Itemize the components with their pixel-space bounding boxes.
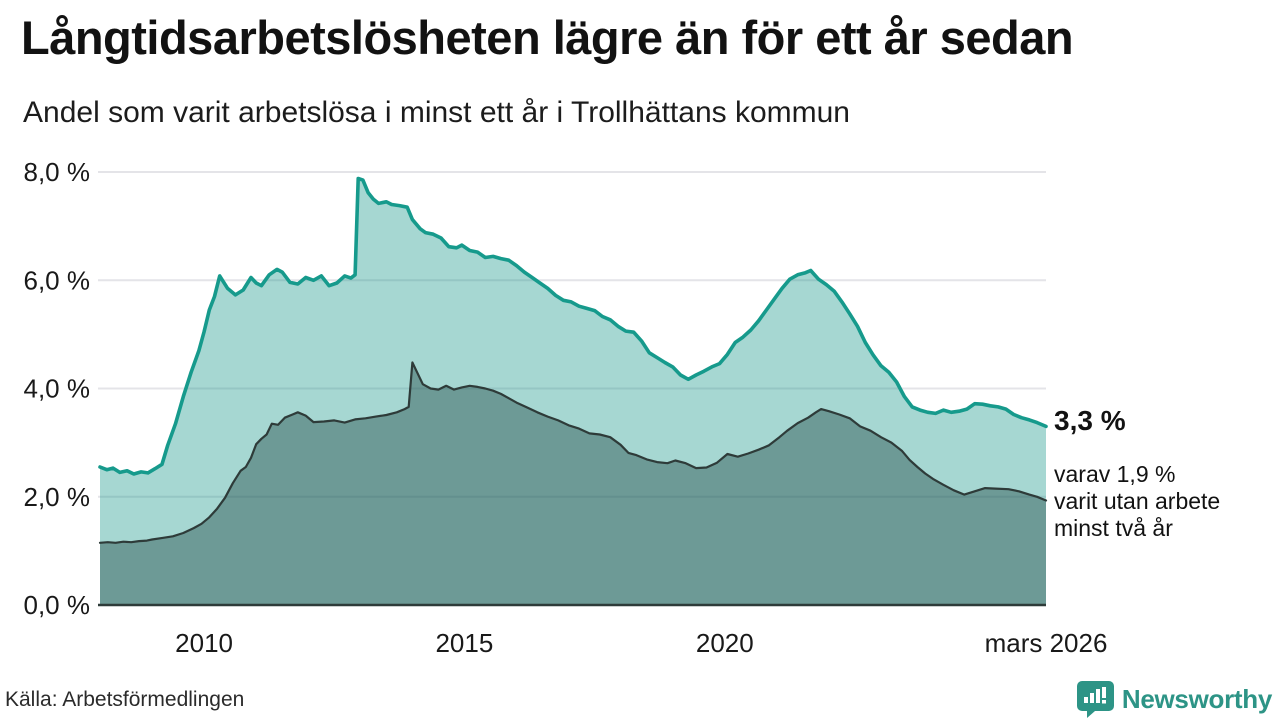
x-axis-tick-label: 2010: [175, 628, 233, 658]
latest-value-annotation: 3,3 % varav 1,9 % varit utan arbete mins…: [1054, 405, 1274, 542]
y-axis-tick-label: 6,0 %: [24, 265, 91, 295]
annotation-line-3: minst två år: [1054, 514, 1173, 541]
source-credit: Källa: Arbetsförmedlingen: [5, 688, 245, 711]
chart-subtitle: Andel som varit arbetslösa i minst ett å…: [23, 96, 850, 129]
annotation-line-1: varav 1,9 %: [1054, 460, 1176, 487]
y-axis-tick-label: 8,0 %: [24, 157, 91, 187]
x-axis-tick-label: 2020: [696, 628, 754, 658]
series-area-1: [100, 178, 1046, 605]
latest-total-value: 3,3 %: [1054, 405, 1126, 436]
y-axis-tick-label: 4,0 %: [24, 374, 91, 404]
series-line-2: [98, 361, 1048, 544]
annotation-line-2: varit utan arbete: [1054, 487, 1221, 514]
series-area-2: [100, 362, 1046, 605]
y-axis-tick-label: 2,0 %: [24, 482, 91, 512]
chart-title: Långtidsarbetslösheten lägre än för ett …: [21, 11, 1074, 64]
newsworthy-wordmark: Newsworthy: [1121, 683, 1272, 714]
y-axis-tick-label: 0,0 %: [24, 590, 91, 620]
newsworthy-brand: Newsworthy: [1076, 680, 1272, 718]
newsworthy-chart-pin-icon: [1076, 681, 1114, 718]
x-axis-tick-label: 2015: [435, 628, 493, 658]
x-axis-tick-label: mars 2026: [985, 628, 1108, 658]
latest-secondary-value: varav 1,9 % varit utan arbete minst två …: [1054, 461, 1274, 542]
chart-canvas: 0,0 % 2,0 % 4,0 % 6,0 % 8,0 % 2010 2015 2020 mar…: [24, 157, 1108, 658]
series-line-1: [98, 176, 1048, 476]
